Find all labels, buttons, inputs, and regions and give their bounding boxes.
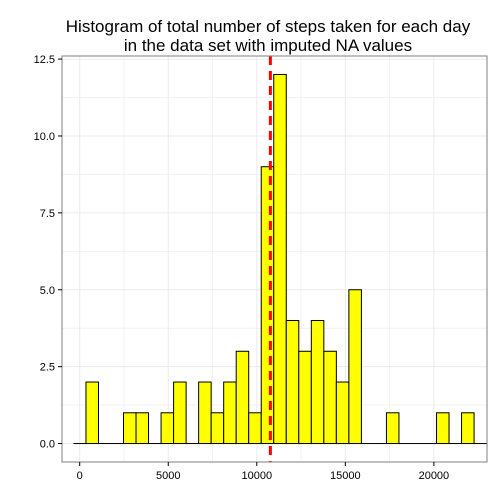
histogram-bar-31 [461,412,475,445]
chart-title-line-2: in the data set with imputed NA values [124,36,412,55]
y-tick-label-0: 0.0 [40,439,55,451]
panel-border [61,55,488,463]
histogram-bar-19 [310,320,325,445]
y-tick-label-3: 7.5 [40,208,55,220]
x-tick-label-1: 5000 [156,470,180,482]
histogram-bar-13 [235,350,250,445]
histogram-bar-17 [285,320,300,445]
histogram-bar-29 [436,412,450,445]
histogram-bar-10 [198,381,212,445]
histogram-bar-11 [210,412,225,445]
y-tick-label-1: 2.5 [40,362,55,374]
histogram-bar-21 [335,381,350,445]
x-axis: 0 5000 10000 15000 20000 [77,462,450,482]
chart-title-line-1: Histogram of total number of steps taken… [66,17,471,36]
histogram-bar-12 [223,381,237,445]
histogram-bar-25 [385,412,400,445]
y-axis: 0.0 2.5 5.0 7.5 10.0 12.5 [34,54,62,451]
histogram-bar-1 [85,381,99,445]
histogram-bar-14 [248,412,262,445]
histogram-bar-18 [298,350,312,445]
y-tick-label-2: 5.0 [40,285,55,297]
histogram-bar-22 [348,289,362,445]
y-tick-label-4: 10.0 [34,131,55,143]
x-tick-label-0: 0 [77,470,83,482]
x-tick-label-3: 15000 [330,470,361,482]
histogram-bar-5 [135,412,150,445]
x-tick-label-2: 10000 [241,470,272,482]
x-tick-label-4: 20000 [419,470,450,482]
histogram-bar-15 [260,166,275,445]
histogram-bar-8 [173,381,187,445]
histogram-bar-20 [323,350,337,445]
y-tick-label-5: 12.5 [34,54,55,66]
bars [73,73,487,445]
histogram-bar-16 [273,73,287,445]
histogram-bar-7 [160,412,175,445]
histogram-bar-4 [123,412,137,445]
